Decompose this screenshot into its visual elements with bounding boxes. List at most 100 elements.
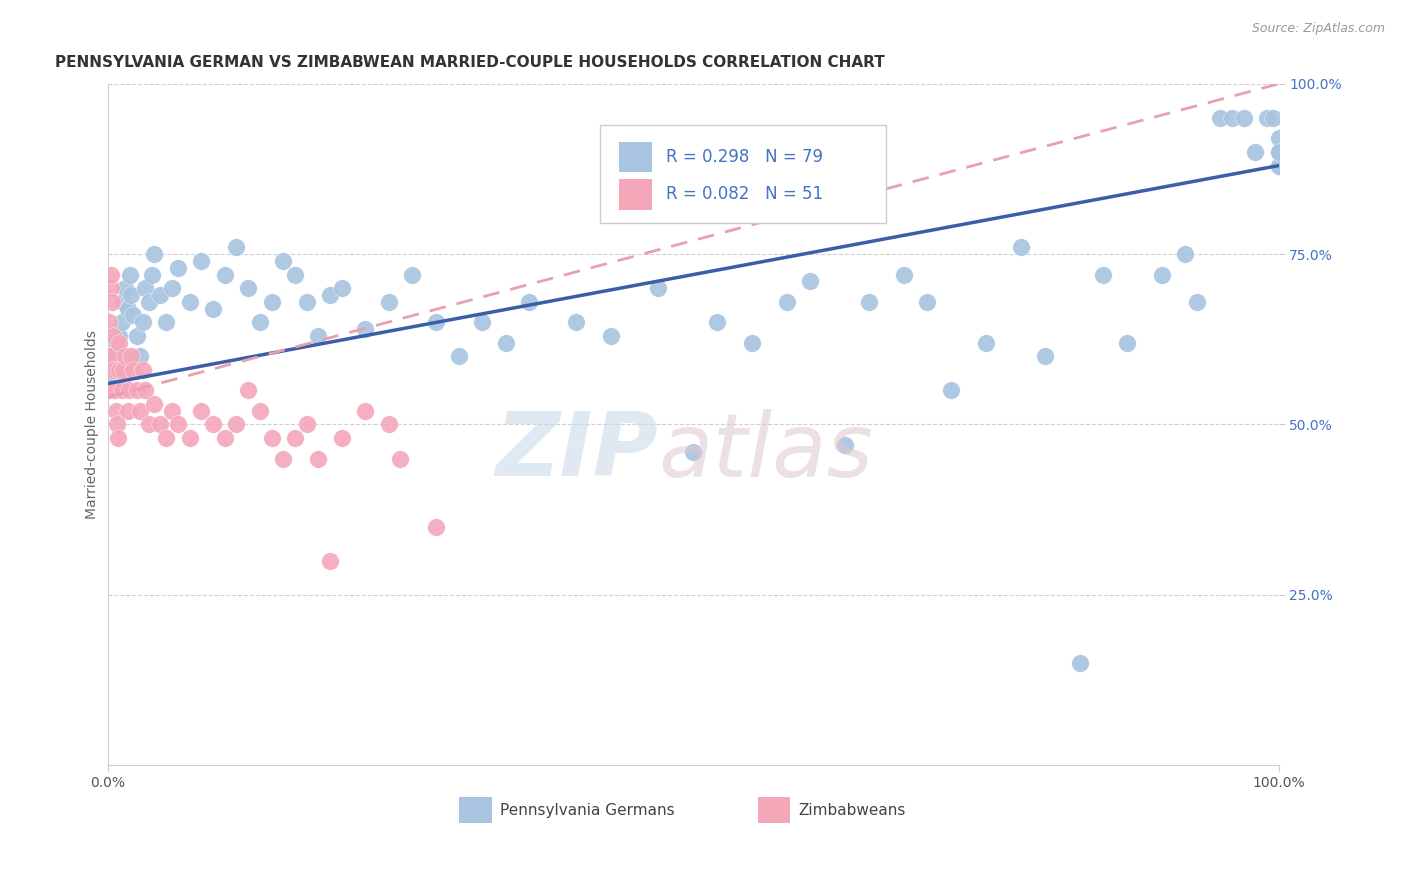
Point — [190, 254, 212, 268]
Point — [129, 349, 152, 363]
Point — [122, 363, 145, 377]
Point — [1069, 656, 1091, 670]
Point — [114, 349, 136, 363]
Point — [104, 384, 127, 398]
Point — [682, 444, 704, 458]
Point — [307, 451, 329, 466]
Text: Zimbabweans: Zimbabweans — [799, 803, 905, 818]
Point — [354, 404, 377, 418]
Point — [799, 274, 821, 288]
Point — [647, 281, 669, 295]
Point — [425, 315, 447, 329]
Point — [134, 384, 156, 398]
Point — [307, 329, 329, 343]
Point — [706, 315, 728, 329]
Point — [97, 384, 120, 398]
Point — [125, 329, 148, 343]
Point — [1267, 159, 1289, 173]
Point — [1174, 247, 1197, 261]
Point — [120, 349, 142, 363]
Point — [284, 268, 307, 282]
Point — [155, 431, 177, 445]
FancyBboxPatch shape — [458, 797, 492, 823]
Point — [122, 309, 145, 323]
Text: ZIP: ZIP — [495, 409, 658, 495]
Point — [495, 335, 517, 350]
Point — [893, 268, 915, 282]
Point — [105, 417, 128, 432]
Point — [111, 384, 134, 398]
Point — [111, 315, 134, 329]
Point — [149, 417, 172, 432]
Point — [354, 322, 377, 336]
Point — [103, 363, 125, 377]
Point — [125, 384, 148, 398]
Point — [319, 554, 342, 568]
Point — [143, 247, 166, 261]
Point — [295, 417, 318, 432]
Point — [132, 315, 155, 329]
Point — [741, 335, 763, 350]
Point — [155, 315, 177, 329]
Point — [1244, 145, 1267, 159]
Point — [319, 288, 342, 302]
Point — [1256, 111, 1278, 125]
Point — [104, 335, 127, 350]
Point — [118, 268, 141, 282]
Point — [120, 288, 142, 302]
FancyBboxPatch shape — [758, 797, 790, 823]
Point — [143, 397, 166, 411]
Text: Source: ZipAtlas.com: Source: ZipAtlas.com — [1251, 22, 1385, 36]
Point — [160, 404, 183, 418]
Point — [284, 431, 307, 445]
Point — [100, 281, 122, 295]
Point — [1267, 145, 1289, 159]
Point — [249, 315, 271, 329]
Point — [114, 281, 136, 295]
Point — [1220, 111, 1243, 125]
Point — [132, 363, 155, 377]
Point — [134, 281, 156, 295]
Point — [834, 438, 856, 452]
Point — [565, 315, 588, 329]
Point — [271, 451, 294, 466]
Point — [1267, 159, 1289, 173]
Point — [271, 254, 294, 268]
Point — [101, 294, 124, 309]
Text: atlas: atlas — [658, 409, 873, 495]
Point — [129, 404, 152, 418]
Point — [179, 431, 201, 445]
Point — [330, 281, 353, 295]
Point — [471, 315, 494, 329]
Point — [190, 404, 212, 418]
Point — [1010, 240, 1032, 254]
FancyBboxPatch shape — [620, 142, 652, 172]
Point — [138, 417, 160, 432]
Point — [104, 404, 127, 418]
Point — [108, 335, 131, 350]
Point — [108, 329, 131, 343]
Point — [214, 268, 236, 282]
Point — [202, 301, 225, 316]
Point — [1209, 111, 1232, 125]
Point — [117, 404, 139, 418]
Point — [1261, 111, 1284, 125]
Point — [238, 384, 260, 398]
Point — [97, 349, 120, 363]
Point — [100, 268, 122, 282]
Point — [238, 281, 260, 295]
Point — [108, 363, 131, 377]
Point — [377, 294, 399, 309]
FancyBboxPatch shape — [620, 179, 652, 210]
Point — [149, 288, 172, 302]
Point — [939, 384, 962, 398]
Point — [858, 294, 880, 309]
Point — [118, 384, 141, 398]
Point — [1267, 131, 1289, 145]
Point — [225, 417, 247, 432]
Point — [167, 417, 190, 432]
Point — [447, 349, 470, 363]
Point — [295, 294, 318, 309]
Point — [202, 417, 225, 432]
Point — [105, 363, 128, 377]
